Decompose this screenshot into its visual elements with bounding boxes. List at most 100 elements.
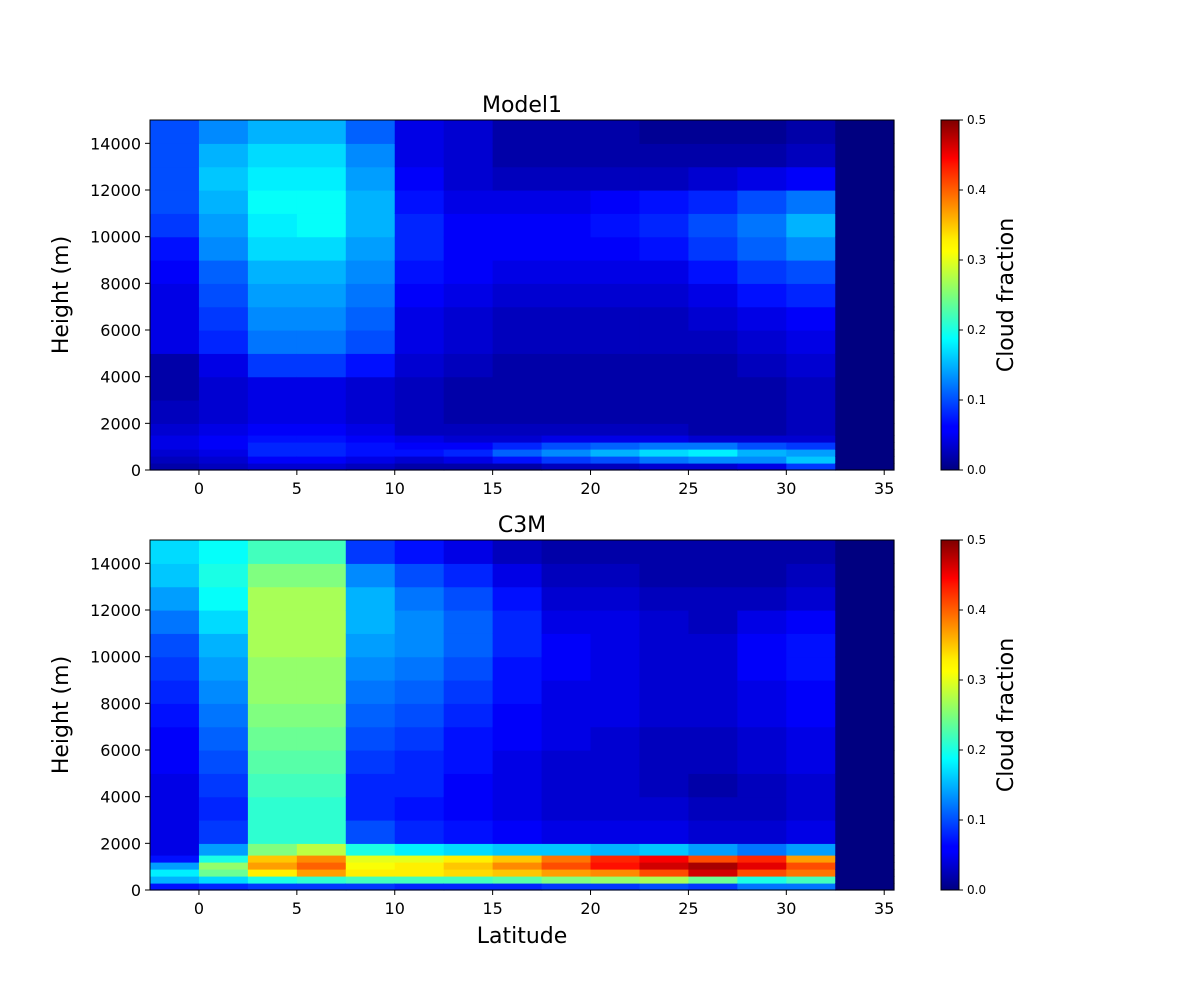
heatmap-cell — [198, 796, 249, 821]
heatmap-cell — [590, 463, 641, 471]
heatmap-cell — [688, 843, 738, 856]
heatmap-cell — [247, 442, 298, 450]
heatmap-cell — [150, 843, 200, 856]
heatmap-cell — [590, 869, 641, 877]
heatmap-cell — [737, 442, 787, 450]
heatmap-cell — [835, 773, 895, 798]
heatmap-cell — [688, 190, 738, 214]
heatmap-cell — [247, 656, 298, 681]
heatmap-cell — [786, 435, 836, 443]
heatmap-cell — [786, 423, 836, 436]
heatmap-cell — [394, 855, 445, 863]
heatmap-cell — [198, 610, 249, 634]
heatmap-cell — [150, 862, 200, 870]
heatmap-cell — [786, 283, 836, 308]
heatmap-cell — [541, 869, 592, 877]
y-axis-label: Height (m) — [49, 656, 74, 774]
heatmap-cell — [786, 306, 836, 331]
heatmap-cell — [394, 773, 445, 798]
heatmap-cell — [835, 820, 895, 844]
heatmap-cell — [247, 563, 298, 588]
heatmap-cell — [541, 463, 592, 471]
panel-2: 0 5 10 15 20 25 30 35 0 2000 4000 6000 8000 10000 1200… — [49, 513, 1019, 949]
heatmap-cell — [394, 442, 445, 450]
heatmap-cell — [150, 750, 200, 774]
heatmap-cell — [590, 796, 641, 821]
heatmap-cell — [443, 773, 494, 798]
heatmap-cell — [150, 820, 200, 844]
heatmap-cell — [247, 213, 298, 238]
heatmap-cell — [198, 213, 249, 238]
heatmap-cell — [345, 449, 396, 457]
heatmap-cell — [198, 750, 249, 774]
heatmap-cell — [296, 456, 347, 464]
heatmap-cell — [345, 610, 396, 634]
heatmap-cell — [345, 869, 396, 877]
heatmap-cell — [345, 306, 396, 331]
heatmap-cell — [590, 883, 641, 891]
heatmap-cell — [198, 236, 249, 261]
heatmap-cell — [345, 236, 396, 261]
heatmap-cell — [492, 423, 543, 436]
heatmap-cell — [150, 283, 200, 308]
heatmap-cell — [737, 610, 787, 634]
heatmap-cell — [345, 883, 396, 891]
heatmap-cell — [394, 883, 445, 891]
heatmap-cell — [247, 353, 298, 378]
heatmap-cell — [247, 306, 298, 331]
heatmap-cell — [688, 306, 738, 331]
heatmap-cell — [394, 862, 445, 870]
heatmap-cell — [443, 306, 494, 331]
heatmap-cell — [590, 143, 641, 168]
heatmap-cell — [541, 876, 592, 884]
y-tick-label: 6000 — [100, 321, 141, 340]
heatmap-cell — [394, 213, 445, 238]
x-tick-label: 15 — [482, 479, 502, 498]
heatmap-cell — [737, 703, 787, 728]
heatmap-cell — [541, 449, 592, 457]
heatmap-cell — [737, 376, 787, 401]
heatmap-cell — [247, 883, 298, 891]
heatmap-cell — [688, 330, 738, 354]
colorbar-gradient — [940, 539, 960, 891]
heatmap-cell — [541, 586, 592, 611]
heatmap-cell — [198, 260, 249, 284]
heatmap-cell — [443, 586, 494, 611]
heatmap-cell — [150, 633, 200, 658]
heatmap-cell — [345, 456, 396, 464]
heatmap-cell — [198, 283, 249, 308]
heatmap-cell — [835, 869, 895, 877]
heatmap-cell — [590, 876, 641, 884]
heatmap-cell — [247, 703, 298, 728]
heatmap-cell — [345, 423, 396, 436]
heatmap-cell — [443, 563, 494, 588]
heatmap-cell — [443, 143, 494, 168]
heatmap-cell — [394, 540, 445, 564]
heatmap-cell — [688, 236, 738, 261]
heatmap-cell — [737, 540, 787, 564]
heatmap-cell — [296, 750, 347, 774]
heatmap-cell — [394, 166, 445, 191]
heatmap-cell — [443, 456, 494, 464]
heatmap-cell — [394, 449, 445, 457]
heatmap-cell — [541, 330, 592, 354]
heatmap-cell — [737, 283, 787, 308]
heatmap-cell — [247, 260, 298, 284]
heatmap-cell — [394, 633, 445, 658]
heatmap-cell — [150, 166, 200, 191]
heatmap-cell — [541, 680, 592, 704]
heatmap-cell — [150, 353, 200, 378]
heatmap-cell — [590, 353, 641, 378]
heatmap-cell — [150, 869, 200, 877]
heatmap-cell — [296, 236, 347, 261]
heatmap-cell — [345, 376, 396, 401]
heatmap-cell — [443, 449, 494, 457]
heatmap-cell — [541, 726, 592, 751]
heatmap-cell — [786, 680, 836, 704]
heatmap-cell — [639, 353, 690, 378]
heatmap-cell — [198, 633, 249, 658]
heatmap-cell — [688, 586, 738, 611]
heatmap-cell — [541, 306, 592, 331]
x-tick-label: 25 — [678, 479, 698, 498]
heatmap-cell — [737, 750, 787, 774]
